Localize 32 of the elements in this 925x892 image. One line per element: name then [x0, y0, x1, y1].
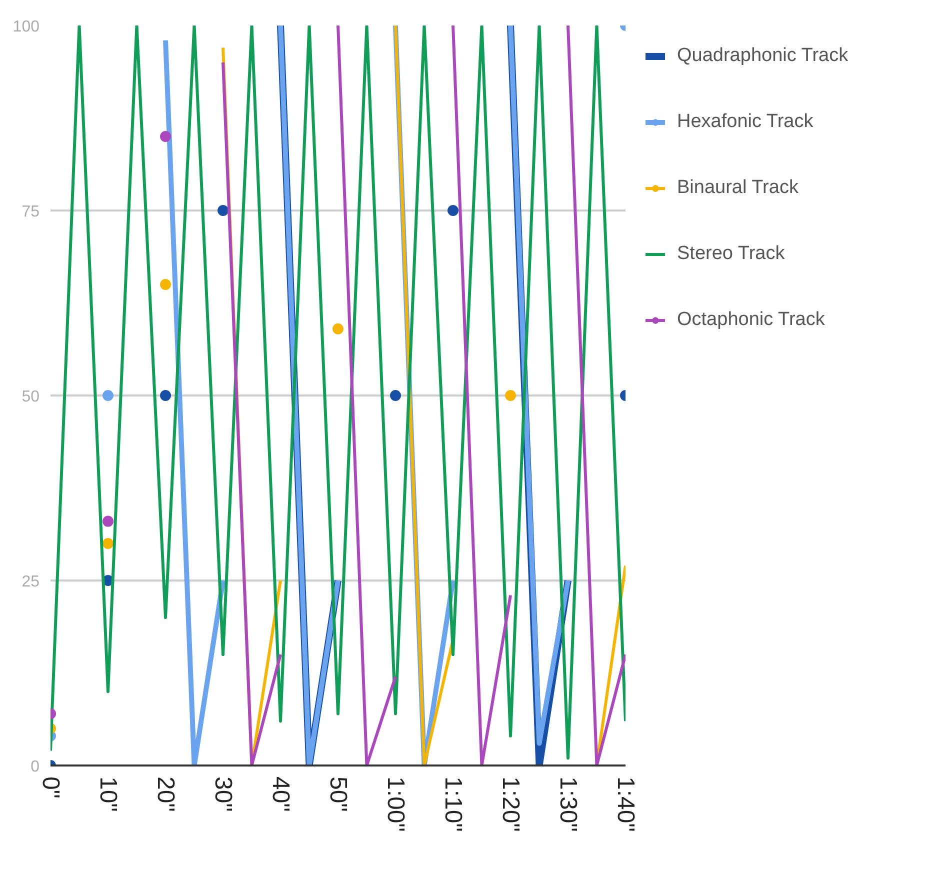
- point: [505, 390, 516, 401]
- x-tick-label: 20": [152, 776, 179, 812]
- point: [160, 131, 171, 142]
- legend-label: Stereo Track: [677, 243, 785, 265]
- x-tick-label: 1:40": [612, 776, 639, 832]
- point: [102, 516, 114, 527]
- point: [218, 205, 228, 216]
- point: [102, 538, 114, 549]
- y-tick-label: 75: [22, 204, 40, 220]
- point: [160, 390, 171, 401]
- point: [448, 205, 458, 216]
- legend-label: Hexafonic Track: [677, 111, 814, 133]
- x-tick-label: 40": [267, 776, 294, 812]
- x-tick-label: 0": [37, 776, 64, 798]
- point: [390, 390, 401, 401]
- legend-label: Quadraphonic Track: [677, 45, 848, 67]
- line-series: [50, 26, 626, 760]
- x-tick-label: 30": [210, 776, 236, 812]
- y-tick-label: 25: [22, 574, 40, 590]
- y-tick-label: 100: [12, 18, 40, 36]
- x-tick-label: 1:10": [440, 776, 466, 832]
- y-tick-label: 0: [30, 758, 40, 776]
- x-tick-label: 1:30": [554, 776, 582, 832]
- x-tick-label: 50": [324, 776, 352, 812]
- legend-label: Binaural Track: [677, 177, 798, 199]
- legend-label: Octaphonic Track: [677, 309, 825, 331]
- x-tick-label: 10": [94, 776, 122, 812]
- point: [332, 323, 344, 334]
- x-tick-label: 1:00": [382, 776, 409, 832]
- point: [160, 279, 171, 290]
- y-tick-label: 50: [22, 388, 40, 406]
- x-tick-label: 1:20": [497, 776, 524, 832]
